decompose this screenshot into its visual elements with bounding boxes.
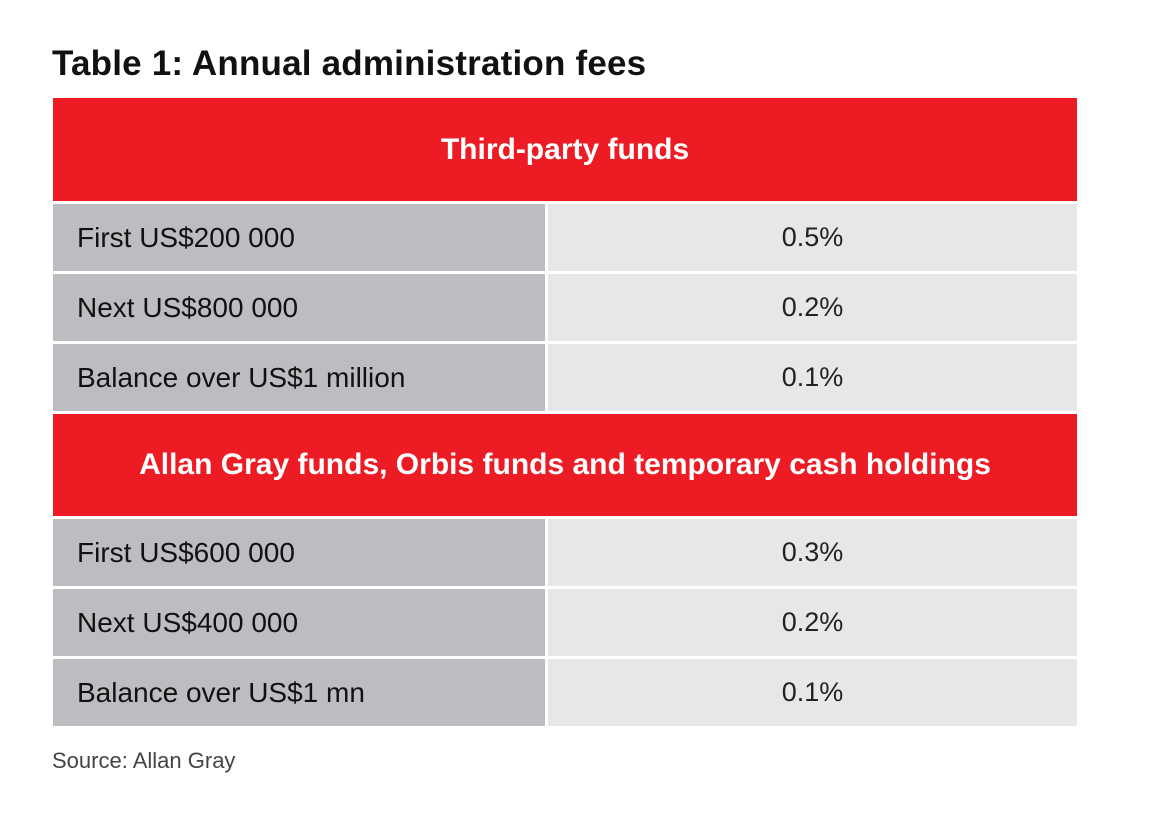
table-row: Balance over US$1 mn 0.1% (53, 659, 1077, 726)
row-label: First US$600 000 (53, 519, 545, 586)
section-header-allan-gray: Allan Gray funds, Orbis funds and tempor… (53, 414, 1077, 516)
row-value: 0.5% (548, 204, 1077, 271)
row-value: 0.3% (548, 519, 1077, 586)
table-row: Next US$800 000 0.2% (53, 274, 1077, 341)
row-value: 0.1% (548, 659, 1077, 726)
row-label: Balance over US$1 mn (53, 659, 545, 726)
table-row: Next US$400 000 0.2% (53, 589, 1077, 656)
fees-table: Third-party funds First US$200 000 0.5% … (53, 98, 1077, 726)
row-value: 0.1% (548, 344, 1077, 411)
row-value: 0.2% (548, 589, 1077, 656)
row-label: First US$200 000 (53, 204, 545, 271)
table-row: First US$200 000 0.5% (53, 204, 1077, 271)
row-label: Next US$400 000 (53, 589, 545, 656)
table-row: First US$600 000 0.3% (53, 519, 1077, 586)
source-note: Source: Allan Gray (52, 748, 236, 773)
section-header-third-party: Third-party funds (53, 98, 1077, 201)
row-label: Balance over US$1 million (53, 344, 545, 411)
row-value: 0.2% (548, 274, 1077, 341)
table-row: Balance over US$1 million 0.1% (53, 344, 1077, 411)
table-title: Table 1: Annual administration fees (52, 44, 647, 83)
row-label: Next US$800 000 (53, 274, 545, 341)
